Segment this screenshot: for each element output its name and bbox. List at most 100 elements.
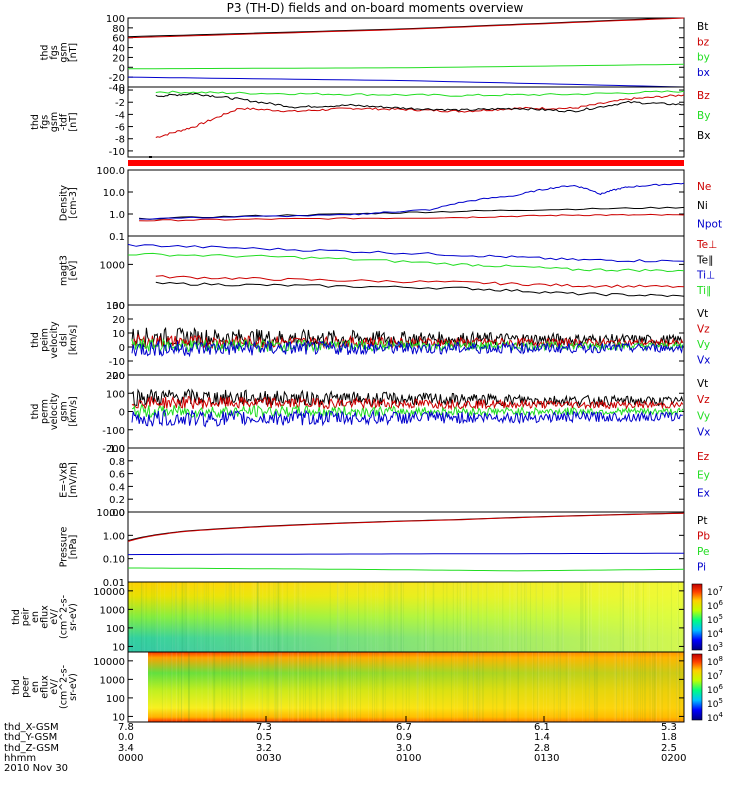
spectrogram-texture [682,582,684,652]
series-Ne [139,213,685,222]
spectrogram-texture [221,652,223,722]
spectrogram-texture [619,582,621,652]
spectrogram-texture [338,582,340,652]
spectrogram-texture [175,582,177,652]
orbit-col-1: 7.3 0.5 3.2 0030 [256,722,282,764]
y-axis-label: peer [21,676,32,698]
spectrogram-texture [633,582,635,652]
spectrogram-texture [214,652,216,722]
spectrogram-texture [478,652,480,722]
spectrogram-texture [667,652,669,722]
colorbar-tick-label: 106 [707,599,723,612]
spectrogram-texture [166,652,168,722]
spectrogram-texture [346,652,348,722]
spectrogram-texture [631,582,632,652]
spectrogram-texture [682,582,684,652]
spectrogram-texture [175,652,177,722]
spectrogram-texture [235,652,237,722]
spectrogram-texture [367,582,369,652]
spectrogram-texture [182,582,184,652]
spectrogram-texture [356,652,358,722]
panel-perm_velocity [127,374,685,449]
spectrogram-texture [257,582,259,652]
spectrogram-texture [163,652,165,722]
spectrogram-texture [257,582,259,652]
spectrogram-texture [261,652,263,722]
spectrogram-texture [296,582,298,652]
spectrogram-texture [648,582,650,652]
spectrogram-texture [662,582,664,652]
spectrogram-texture [291,652,293,722]
spectrogram-texture [375,582,377,652]
spectrogram-texture [467,652,469,722]
orbit-row-label: thd_Y-GSM [4,732,58,744]
y-axis-label: eflux [40,605,51,629]
spectrogram-texture [298,582,300,652]
spectrogram-texture [393,652,395,722]
spectrogram-texture [230,582,232,652]
legend-entry: Vz [697,324,710,336]
legend-entry: Npot [697,219,722,231]
spectrogram-texture [425,582,427,652]
data-quality-bar [128,160,684,166]
spectrogram-texture [258,652,260,722]
spectrogram-texture [368,652,369,722]
spectrogram-texture [538,652,539,722]
spectrogram-texture [462,582,464,652]
spectrogram-texture [235,652,237,722]
legend-entry: Vx [697,427,710,439]
panel-peim_velocity [127,304,685,376]
spectrogram-texture [228,582,230,652]
spectrogram-texture [471,582,473,652]
spectrogram-texture [330,652,332,722]
spectrogram-texture [587,582,589,652]
spectrogram-texture [596,652,598,722]
spectrogram-texture [237,652,239,722]
spectrogram-texture [224,582,226,652]
spectrogram-texture [423,652,425,722]
legend-entry: bz [697,36,710,48]
spectrogram-texture [308,652,310,722]
spectrogram-texture [141,582,143,652]
spectrogram-texture [299,582,301,652]
y-axis-label: gsm [59,401,70,421]
orbit-col-0: 7.8 0.0 3.4 0000 [118,722,144,764]
spectrogram-texture [480,652,482,722]
y-tick-label: -4 [115,110,125,121]
spectrogram-texture [424,582,426,652]
spectrogram-texture [268,652,270,722]
spectrogram-texture [196,582,198,652]
spectrogram-texture [682,582,684,652]
legend-entry: Ni [697,200,708,212]
spectrogram-texture [517,652,519,722]
spectrogram-texture [213,652,215,722]
spectrogram-texture [532,652,533,722]
y-tick-label: 10 [112,329,125,340]
spectrogram-texture [275,652,277,722]
spectrogram-texture [604,652,606,722]
spectrogram-texture [468,582,470,652]
spectrogram-texture [274,652,276,722]
spectrogram-texture [175,582,177,652]
spectrogram-texture [184,582,186,652]
spectrogram-texture [462,582,464,652]
spectrogram-texture [590,582,592,652]
y-tick-label: 200 [106,371,125,382]
spectrogram-texture [520,582,522,652]
spectrogram-texture [478,652,479,722]
spectrogram-texture [598,582,600,652]
spectrogram-texture [175,582,177,652]
spectrogram-texture [477,582,479,652]
y-tick-label: 1000 [100,260,125,271]
spectrogram-texture [542,582,544,652]
spectrogram-texture [254,582,256,652]
spectrogram-texture [207,652,209,722]
spectrogram-texture [346,582,348,652]
spectrogram-texture [305,652,306,722]
colorbar-tick-label: 104 [707,627,723,640]
legend-entry: Ez [697,451,710,463]
spectrogram-texture [156,582,158,652]
spectrogram-texture [570,652,572,722]
spectrogram-texture [616,652,617,722]
y-tick-label: -40 [109,83,125,94]
